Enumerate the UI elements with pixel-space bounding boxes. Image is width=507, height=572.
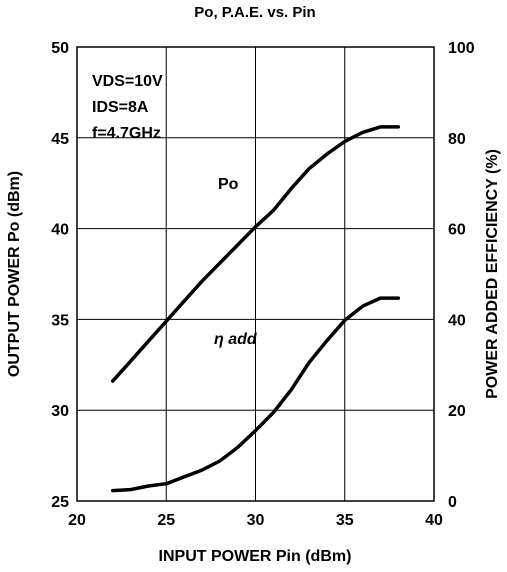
series-group xyxy=(110,125,401,493)
series-line-po xyxy=(110,125,401,383)
y-right-tick-label-100: 100 xyxy=(448,40,475,57)
x-tick-label-25: 25 xyxy=(157,512,175,529)
chart-title: Po, P.A.E. vs. Pin xyxy=(194,4,315,21)
y-left-tick-label-25: 25 xyxy=(51,494,69,511)
y-right-tick-label-40: 40 xyxy=(448,312,466,329)
y-axis-label-right: POWER ADDED EFFICIENCY (%) xyxy=(484,149,501,399)
plot-frame xyxy=(76,46,435,502)
y-right-tick-label-60: 60 xyxy=(448,222,466,239)
condition-ids: IDS=8A xyxy=(92,99,149,116)
x-tick-label-20: 20 xyxy=(68,512,86,529)
y-right-tick-label-0: 0 xyxy=(448,494,457,511)
y-left-tick-label-50: 50 xyxy=(51,40,69,57)
x-tick-label-30: 30 xyxy=(247,512,265,529)
y-axis-label-left: OUTPUT POWER Po (dBm) xyxy=(6,171,23,377)
series-line-eta-add xyxy=(110,296,401,493)
y-right-tick-label-20: 20 xyxy=(448,403,466,420)
condition-freq: f=4.7GHz xyxy=(92,125,161,142)
y-left-tick-label-45: 45 xyxy=(51,131,69,148)
x-tick-label-35: 35 xyxy=(336,512,354,529)
series-label-po: Po xyxy=(218,176,239,193)
x-axis-label: INPUT POWER Pin (dBm) xyxy=(159,548,352,565)
y-left-tick-label-35: 35 xyxy=(51,312,69,329)
y-left-tick-label-40: 40 xyxy=(51,222,69,239)
x-tick-label-40: 40 xyxy=(425,512,443,529)
y-left-tick-label-30: 30 xyxy=(51,403,69,420)
condition-vds: VDS=10V xyxy=(92,73,163,90)
series-label-eta-add: η add xyxy=(214,331,258,348)
y-right-tick-label-80: 80 xyxy=(448,131,466,148)
